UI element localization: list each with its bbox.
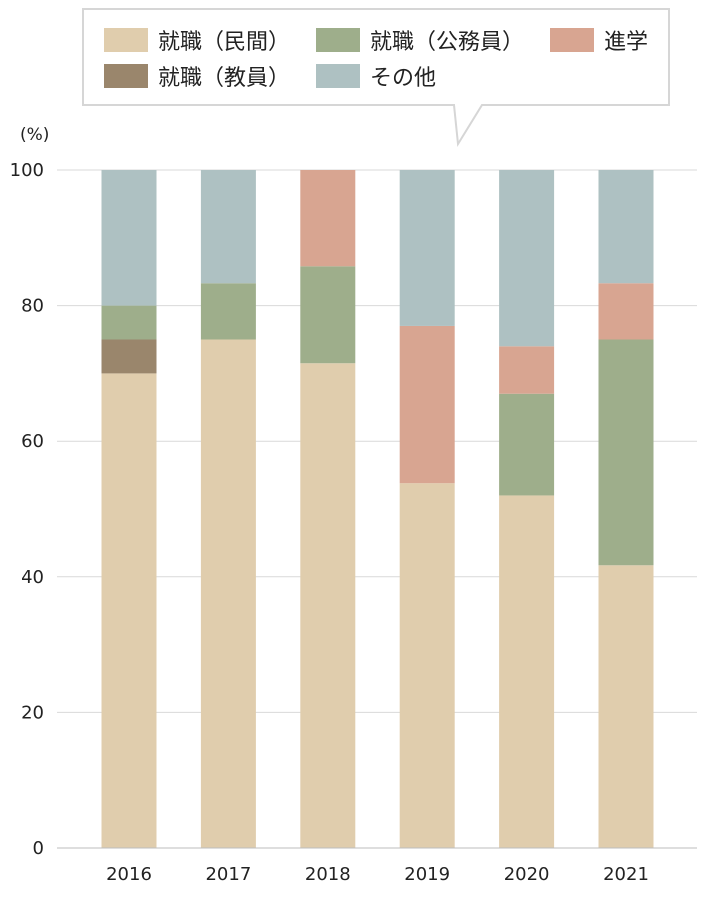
legend-item: 就職（民間） [104,24,290,56]
bar-segment-2019-0 [399,483,455,848]
bar-segment-2019-3 [399,325,455,484]
bars [101,170,654,848]
legend-label: その他 [370,66,437,91]
bar-segment-2019-4 [399,170,455,326]
axes: 0 20 40 60 80 100 2016 2017 2018 2019 2020 2021 [10,160,697,885]
bar-segment-2016-4 [101,170,157,306]
x-tick-label: 2019 [404,864,450,885]
bar-segment-2018-0 [300,363,356,848]
x-tick-label: 2018 [305,864,351,885]
bar-segment-2018-2 [300,266,356,364]
bar-segment-2017-0 [200,339,256,848]
x-tick-label: 2020 [504,864,550,885]
legend: 就職（民間） 就職（公務員） 進学就職（教員） その他 [82,8,670,148]
legend-callout-frame [82,8,670,148]
legend-item: 進学 [550,24,648,56]
x-tick-label: 2021 [603,864,649,885]
legend-swatch [104,28,148,52]
y-tick-label: 80 [21,296,44,317]
y-tick-label: 0 [33,838,44,859]
bar-segment-2017-4 [200,170,256,284]
bar-segment-2016-0 [101,373,157,848]
legend-row: 就職（民間） 就職（公務員） 進学 [104,22,664,58]
legend-item: 就職（公務員） [316,24,524,56]
bar-segment-2021-3 [598,283,654,340]
bar-segment-2020-4 [499,170,555,347]
bar-segment-2021-0 [598,565,654,848]
legend-label: 進学 [604,30,649,55]
y-tick-label: 60 [21,431,44,452]
legend-row: 就職（教員） その他 [104,58,664,94]
bar-segment-2018-3 [300,170,356,267]
legend-swatch [316,28,361,52]
y-tick-label: 40 [21,567,44,588]
bar-segment-2020-2 [499,393,555,496]
bar-segment-2016-2 [101,305,157,340]
legend-label: 就職（教員） [158,66,291,91]
legend-label: 就職（公務員） [370,30,525,55]
y-tick-label: 100 [10,160,44,181]
legend-item: 就職（教員） [104,60,290,92]
legend-items: 就職（民間） 就職（公務員） 進学就職（教員） その他 [104,22,664,94]
bar-segment-2021-4 [598,170,654,284]
x-tick-label: 2016 [106,864,152,885]
legend-item: その他 [316,60,436,92]
bar-segment-2021-2 [598,339,654,566]
legend-swatch [104,64,148,88]
y-unit-label: (%) [20,125,49,145]
legend-swatch [550,28,595,52]
bar-segment-2020-3 [499,346,555,394]
y-tick-label: 20 [21,702,44,723]
x-tick-label: 2017 [205,864,251,885]
legend-label: 就職（民間） [158,30,291,55]
bar-segment-2020-0 [499,495,555,848]
bar-segment-2017-2 [200,283,256,340]
bar-segment-2016-1 [101,339,157,374]
legend-swatch [316,64,361,88]
